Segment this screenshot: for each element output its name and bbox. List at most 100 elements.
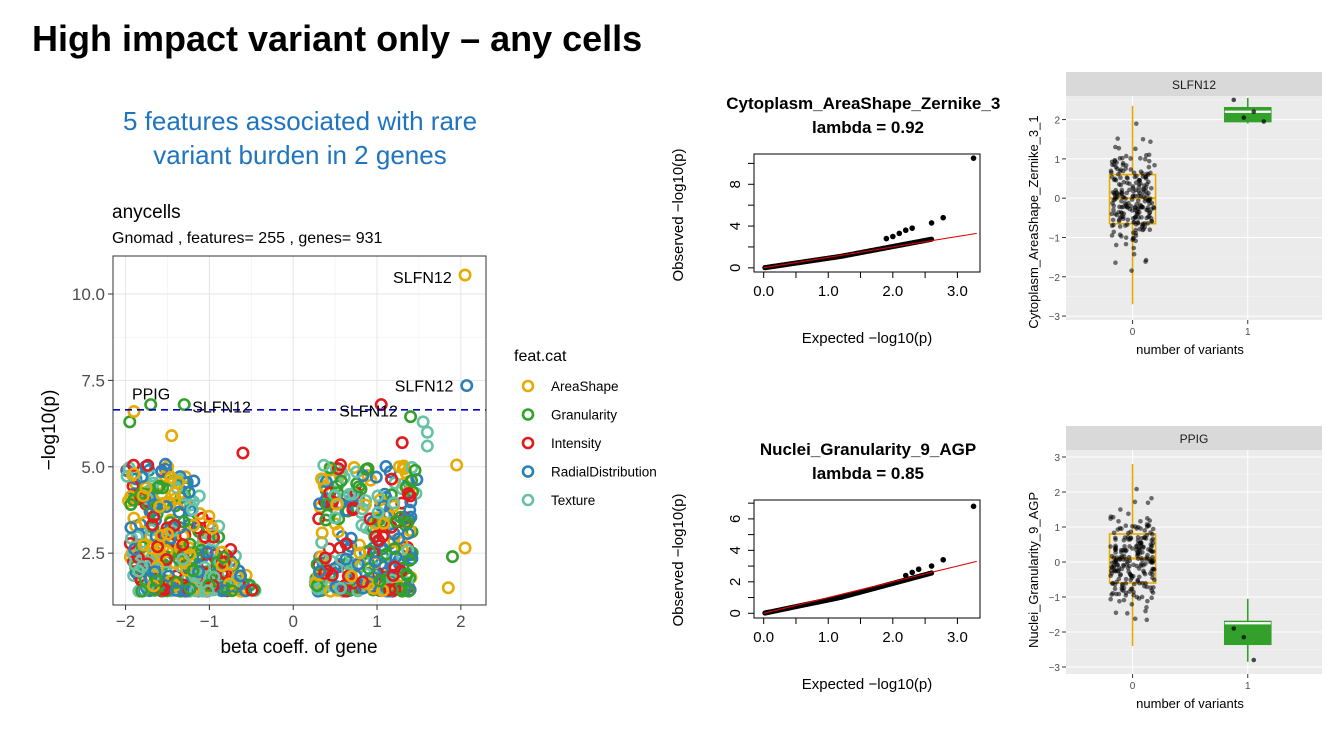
qq-xtick-label: 1.0 — [818, 629, 839, 646]
box-jitter-point — [1131, 193, 1136, 199]
box-jitter-point — [1123, 241, 1129, 247]
volcano-point — [352, 480, 366, 494]
box-jitter-point — [1133, 214, 1139, 219]
volcano-point — [330, 497, 344, 511]
volcano-point — [368, 555, 382, 569]
slide-title: High impact variant only – any cells — [32, 18, 643, 59]
box-jitter-point — [1109, 233, 1115, 238]
volcano-point — [379, 460, 393, 474]
box-jitter-point — [1152, 162, 1157, 168]
volcano-point — [328, 511, 342, 525]
volcano-point — [154, 529, 168, 543]
volcano-point — [236, 446, 250, 460]
volcano-point — [361, 469, 375, 483]
volcano-point — [212, 519, 226, 533]
box-jitter-point — [1113, 177, 1119, 183]
box2-xlabel: number of variants — [1136, 696, 1244, 711]
volcano-point — [356, 575, 370, 589]
box-jitter-point — [1113, 196, 1119, 201]
qq-point — [940, 214, 946, 221]
box-jitter-point — [1117, 232, 1123, 238]
qq1-xlabel: Expected −log10(p) — [802, 330, 933, 347]
box-jitter-point — [1146, 158, 1152, 164]
volcano-point — [403, 553, 417, 567]
volcano-point — [328, 562, 342, 576]
box-jitter-point — [1110, 590, 1116, 596]
box-jitter-point — [1129, 575, 1135, 581]
volcano-point — [353, 546, 367, 560]
box-jitter-point — [1141, 194, 1146, 199]
box-jitter-point — [1251, 657, 1257, 663]
box-jitter-point — [1110, 200, 1115, 206]
box-jitter-point — [1149, 537, 1154, 543]
box-jitter-point — [1148, 170, 1153, 176]
volcano-point-label: PPIG — [132, 386, 170, 403]
box-jitter-point — [1123, 523, 1129, 529]
volcano-point — [400, 568, 414, 582]
box-jitter-point — [1135, 198, 1141, 204]
box-jitter-point — [1111, 555, 1117, 560]
box-jitter-point — [1126, 555, 1132, 560]
box-jitter-point — [1148, 585, 1153, 591]
volcano-point — [362, 562, 376, 576]
box-jitter-point — [1142, 156, 1148, 162]
box-jitter-point — [1151, 567, 1157, 572]
volcano-title: anycells — [112, 202, 181, 223]
volcano-point — [176, 538, 190, 552]
volcano-point — [331, 525, 345, 539]
volcano-ytick-label: 7.5 — [81, 371, 105, 390]
legend-key — [521, 493, 535, 507]
box-jitter-point — [1128, 203, 1134, 209]
box1-plot-area: −3 −2 −1 0 1 2 0 1 — [1049, 96, 1322, 338]
box-jitter-point — [1146, 164, 1152, 170]
qq-ytick-label: 0 — [727, 609, 744, 617]
box-jitter-point — [1130, 235, 1136, 241]
box-xtick-label: 1 — [1245, 327, 1251, 338]
volcano-point — [377, 516, 391, 530]
box-jitter-point — [1118, 507, 1123, 512]
box-jitter-point — [1123, 590, 1129, 596]
box-jitter-point — [1150, 571, 1155, 577]
volcano-chart: anycells Gnomad , features= 255 , genes=… — [39, 202, 657, 658]
volcano-point — [143, 572, 157, 586]
volcano-point — [141, 458, 155, 472]
box-jitter-point — [1140, 558, 1145, 563]
box-jitter-point — [1135, 577, 1140, 583]
volcano-point — [153, 479, 167, 493]
box-jitter-point — [1145, 500, 1151, 506]
volcano-point — [328, 489, 342, 503]
box-jitter-point — [1148, 544, 1154, 550]
qq-ytick-label: 4 — [727, 222, 744, 230]
volcano-point — [352, 538, 366, 552]
box-jitter-point — [1138, 156, 1143, 161]
box-jitter-point — [1148, 139, 1153, 145]
box-jitter-point — [1241, 115, 1247, 120]
volcano-point — [153, 500, 167, 514]
box-jitter-point — [1116, 591, 1122, 597]
volcano-point — [450, 458, 464, 472]
volcano-point — [177, 398, 191, 412]
volcano-point — [150, 574, 164, 588]
box-jitter-point — [1231, 626, 1237, 631]
legend-key — [521, 465, 535, 478]
volcano-point — [416, 415, 430, 429]
box-jitter-point — [1108, 168, 1114, 174]
box-jitter-point — [1140, 221, 1146, 227]
volcano-point — [187, 474, 201, 488]
volcano-point — [388, 582, 402, 596]
qq-ytick-label: 8 — [727, 180, 744, 188]
volcano-point — [334, 474, 348, 488]
box-jitter-point — [1133, 180, 1139, 186]
volcano-point — [167, 492, 181, 506]
box-ytick-label: 1 — [1054, 523, 1060, 534]
legend-entry: Granularity — [551, 408, 617, 423]
box-jitter-point — [1135, 553, 1140, 559]
volcano-point — [315, 526, 329, 540]
box-jitter-point — [1149, 219, 1154, 224]
volcano-point — [192, 565, 206, 579]
volcano-point — [363, 512, 377, 526]
box-ytick-label: −1 — [1049, 233, 1061, 244]
box-jitter-point — [1127, 187, 1132, 193]
qq2-title-line1: Nuclei_Granularity_9_AGP — [760, 440, 976, 459]
volcano-point — [458, 541, 472, 555]
